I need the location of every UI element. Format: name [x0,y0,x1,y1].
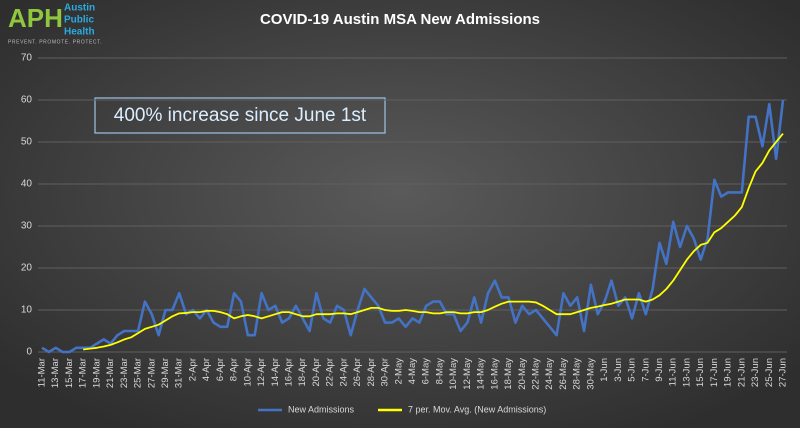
x-tick-label: 4-Apr [201,358,212,381]
x-tick-label: 1-Jun [599,358,610,382]
logo: APH Austin Public Health PREVENT. PROMOT… [8,3,102,46]
x-tick-label: 18-May [503,358,514,390]
y-tick-label: 20 [21,263,33,274]
x-tick-label: 25-Jun [764,358,775,387]
x-tick-label: 18-Apr [297,358,308,387]
x-tick-label: 8-Apr [229,358,240,381]
x-tick-label: 25-Mar [133,358,144,388]
x-tick-label: 30-Apr [380,358,391,387]
x-tick-label: 19-Jun [723,358,734,387]
x-tick-label: 13-Jun [681,358,692,387]
logo-abbr: APH [8,3,63,33]
x-tick-label: 14-May [476,358,487,390]
x-tick-label: 16-Apr [284,358,295,387]
x-tick-label: 10-May [448,358,459,390]
x-tick-label: 12-Apr [256,358,267,387]
x-tick-label: 8-May [434,358,445,385]
x-tick-label: 19-Mar [91,358,102,388]
legend-label: 7 per. Mov. Avg. (New Admissions) [408,404,546,414]
x-tick-label: 6-Apr [215,358,226,381]
x-tick-label: 29-Mar [160,358,171,388]
x-tick-label: 2-Apr [187,358,198,381]
x-tick-label: 17-Mar [78,358,89,388]
x-tick-label: 21-Jun [736,358,747,387]
x-tick-label: 7-Jun [640,358,651,382]
x-tick-label: 27-Mar [146,358,157,388]
y-tick-label: 70 [21,53,33,64]
y-tick-label: 60 [21,95,33,106]
x-tick-label: 17-Jun [709,358,720,387]
x-tick-label: 27-Jun [778,358,789,387]
x-tick-label: 15-Mar [64,358,75,388]
x-tick-label: 21-Mar [105,358,116,388]
x-tick-label: 23-Jun [750,358,761,387]
y-tick-label: 40 [21,179,33,190]
x-tick-label: 3-Jun [613,358,624,382]
x-tick-label: 24-May [544,358,555,390]
x-tick-label: 5-Jun [627,358,638,382]
x-tick-label: 11-Jun [668,358,679,386]
legend-label: New Admissions [288,404,355,414]
y-tick-label: 50 [21,137,33,148]
x-tick-label: 20-Apr [311,358,322,387]
x-tick-label: 24-Apr [338,358,349,387]
x-tick-label: 11-Mar [37,358,48,387]
x-tick-label: 13-Mar [50,358,61,388]
x-tick-label: 28-Apr [366,358,377,387]
x-tick-label: 15-Jun [695,358,706,387]
x-tick-label: 26-Apr [352,358,363,387]
x-tick-label: 16-May [489,358,500,390]
annotation: 400% increase since June 1st [114,105,367,126]
x-tick-label: 14-Apr [270,358,281,387]
x-tick-label: 20-May [517,358,528,390]
x-tick-label: 12-May [462,358,473,390]
logo-tagline: PREVENT. PROMOTE. PROTECT. [8,39,102,45]
x-tick-label: 9-Jun [654,358,665,382]
series-line [41,99,785,354]
x-tick-label: 31-Mar [174,358,185,388]
x-tick-label: 23-Mar [119,358,130,388]
annotation-box [94,97,386,134]
x-tick-label: 22-May [531,358,542,390]
logo-name: Public [64,15,94,26]
x-tick-label: 10-Apr [242,358,253,387]
y-tick-label: 0 [26,347,32,358]
logo-name: Health [64,27,95,38]
y-tick-label: 30 [21,221,33,232]
series-line [83,133,784,351]
logo-name: Austin [64,3,95,14]
x-tick-label: 22-Apr [325,358,336,387]
x-tick-label: 26-May [558,358,569,390]
y-tick-label: 10 [21,305,33,316]
x-tick-label: 30-May [585,358,596,390]
x-tick-label: 4-May [407,358,418,385]
x-tick-label: 2-May [393,358,404,385]
x-tick-label: 6-May [421,358,432,385]
x-tick-label: 28-May [572,358,583,390]
chart-title: COVID-19 Austin MSA New Admissions [260,11,540,28]
